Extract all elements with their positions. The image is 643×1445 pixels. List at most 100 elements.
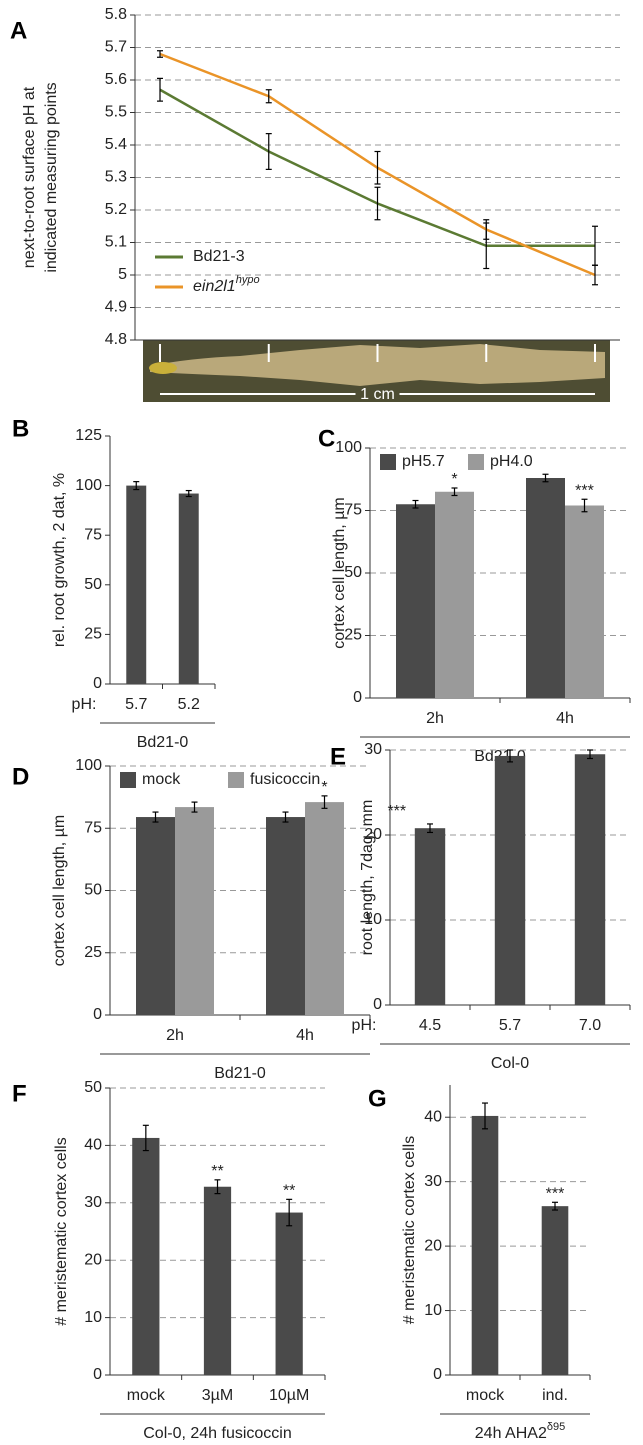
y-axis-label: cortex cell length, µm xyxy=(331,497,348,649)
y-tick-label: 75 xyxy=(84,526,102,543)
group-label: Bd21-0 xyxy=(214,1065,266,1082)
error-bar xyxy=(142,1124,149,1152)
scale-label-bg xyxy=(355,386,400,402)
y-tick-label: 5.2 xyxy=(105,201,127,218)
error-bar xyxy=(282,811,289,823)
error-bar xyxy=(483,219,490,240)
y-tick-label: 0 xyxy=(433,1366,442,1383)
significance: *** xyxy=(387,803,406,820)
error-bar xyxy=(214,1179,221,1195)
y-tick-label: 5.6 xyxy=(105,71,127,88)
y-tick-label: 5.4 xyxy=(105,136,127,153)
y-axis-label: root length, 7dag, mm xyxy=(359,800,376,956)
error-bar xyxy=(265,89,272,104)
group-label: Bd21-0 xyxy=(137,734,189,751)
y-tick-label: 4.8 xyxy=(105,331,127,348)
x-tick-label: 4.5 xyxy=(419,1017,441,1034)
x-tick-label: 5.7 xyxy=(499,1017,521,1034)
y-axis-label: rel. root growth, 2 dat, % xyxy=(51,473,68,647)
category-prefix: pH: xyxy=(352,1017,377,1034)
bar xyxy=(305,802,344,1015)
error-bar xyxy=(552,1201,558,1211)
y-tick-label: 75 xyxy=(84,819,102,836)
legend-label: ein2l1hypo xyxy=(193,274,260,295)
bar xyxy=(471,1115,499,1375)
y-tick-label: 5.7 xyxy=(105,39,127,56)
x-tick-label: 3µM xyxy=(202,1387,233,1404)
y-tick-label: 5 xyxy=(118,266,127,283)
y-tick-label: 25 xyxy=(84,626,102,643)
legend-swatch xyxy=(468,454,484,470)
y-tick-label: 0 xyxy=(93,1006,102,1023)
bar xyxy=(136,817,175,1015)
y-tick-label: 30 xyxy=(424,1173,442,1190)
x-tick-label: 2h xyxy=(426,710,444,727)
legend-name: ein2l1 xyxy=(193,278,236,295)
group-name: Bd21-0 xyxy=(214,1065,266,1082)
group-name: Col-0, 24h fusicoccin xyxy=(143,1425,292,1442)
y-axis-label: cortex cell length, µm xyxy=(51,815,68,967)
error-bar xyxy=(321,795,328,809)
y-tick-label: 0 xyxy=(93,675,102,692)
y-tick-label: 0 xyxy=(93,1366,102,1383)
bar xyxy=(175,807,214,1015)
error-bar xyxy=(157,77,163,102)
bar xyxy=(565,505,604,698)
significance: ** xyxy=(211,1163,223,1180)
y-tick-label: 100 xyxy=(75,477,102,494)
error-bar xyxy=(581,498,588,513)
panel-letter: G xyxy=(368,1085,387,1112)
bar xyxy=(203,1186,232,1375)
error-bar xyxy=(451,487,458,497)
y-tick-label: 20 xyxy=(424,1237,442,1254)
bar xyxy=(275,1212,303,1375)
y-tick-label: 30 xyxy=(364,741,382,758)
legend-swatch xyxy=(380,454,396,470)
y-tick-label: 5.3 xyxy=(105,169,127,186)
y-tick-label: 10 xyxy=(424,1302,442,1319)
bar xyxy=(494,755,526,1005)
y-axis-label: # meristematic cortex cells xyxy=(53,1137,70,1326)
error-bar xyxy=(191,801,198,813)
y-axis-label: next-to-root surface pH at xyxy=(21,86,38,268)
legend-label: mock xyxy=(142,771,181,788)
error-bar xyxy=(427,823,433,834)
y-tick-label: 4.9 xyxy=(105,299,127,316)
y-tick-label: 100 xyxy=(335,439,362,456)
panel-letter: B xyxy=(12,415,29,442)
error-bar xyxy=(507,749,513,763)
y-tick-label: 5.1 xyxy=(105,234,127,251)
y-axis-label: # meristematic cortex cells xyxy=(401,1136,418,1325)
group-label: Col-0 xyxy=(491,1055,529,1072)
x-tick-label: 10µM xyxy=(269,1387,309,1404)
root-tip xyxy=(149,362,177,374)
error-bar xyxy=(587,749,593,760)
group-label: 24h AHA2δ95 xyxy=(475,1421,565,1442)
x-tick-label: ind. xyxy=(542,1387,568,1404)
group-name: Bd21-0 xyxy=(137,734,189,751)
y-tick-label: 40 xyxy=(84,1137,102,1154)
bar xyxy=(132,1137,160,1375)
legend-superscript: hypo xyxy=(236,274,260,286)
y-tick-label: 20 xyxy=(364,826,382,843)
x-tick-label: 5.2 xyxy=(178,696,200,713)
y-tick-label: 100 xyxy=(75,757,102,774)
error-bar xyxy=(185,489,192,498)
legend-name: Bd21-3 xyxy=(193,248,245,265)
y-tick-label: 30 xyxy=(84,1194,102,1211)
panel-letter: C xyxy=(318,425,335,452)
x-tick-label: 4h xyxy=(556,710,574,727)
error-bar xyxy=(133,481,140,491)
error-bar xyxy=(265,133,272,170)
bar xyxy=(541,1206,569,1375)
bar xyxy=(435,491,474,698)
error-bar xyxy=(157,50,163,58)
x-tick-label: 2h xyxy=(166,1027,184,1044)
group-name: Col-0 xyxy=(491,1055,529,1072)
bar xyxy=(526,478,565,698)
bar xyxy=(266,817,305,1015)
y-tick-label: 50 xyxy=(84,882,102,899)
y-tick-label: 75 xyxy=(344,502,362,519)
panel-letter: F xyxy=(12,1080,27,1107)
